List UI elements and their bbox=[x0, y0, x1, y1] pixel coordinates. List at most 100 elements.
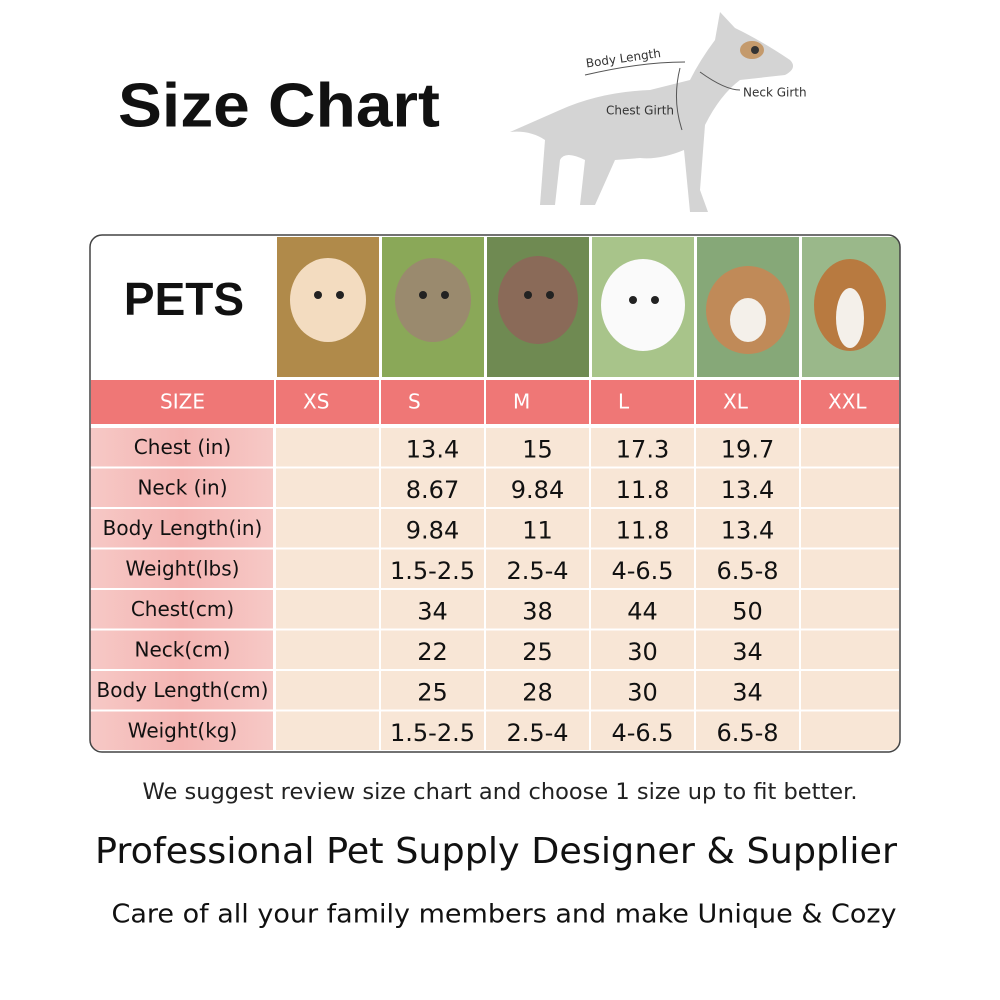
value-cell bbox=[486, 711, 589, 750]
row-label: Chest(cm) bbox=[131, 597, 234, 621]
diagram-label: Neck Girth bbox=[743, 86, 807, 100]
size-header-cell bbox=[276, 380, 379, 424]
value-cell bbox=[381, 590, 484, 629]
size-header-cell bbox=[381, 380, 484, 424]
value-cell bbox=[381, 468, 484, 507]
value-cell bbox=[486, 630, 589, 669]
row-label-cell bbox=[90, 671, 273, 710]
value-cell bbox=[591, 671, 694, 710]
size-value: 11.8 bbox=[616, 476, 669, 504]
size-value: 22 bbox=[417, 638, 448, 666]
footer-subtitle: Care of all your family members and make… bbox=[112, 900, 897, 930]
value-cell bbox=[381, 711, 484, 750]
row-label: Body Length(in) bbox=[103, 516, 263, 540]
value-cell bbox=[696, 630, 799, 669]
size-value: 4-6.5 bbox=[611, 719, 673, 747]
size-value: 11 bbox=[522, 516, 553, 544]
value-cell bbox=[276, 509, 379, 548]
value-cell bbox=[276, 428, 379, 467]
row-label-cell bbox=[90, 509, 273, 548]
row-label-cell bbox=[90, 630, 273, 669]
size-value: 6.5-8 bbox=[716, 557, 778, 585]
size-value: 2.5-4 bbox=[506, 719, 568, 747]
value-cell bbox=[276, 671, 379, 710]
size-header-cell bbox=[91, 380, 274, 424]
size-value: 13.4 bbox=[406, 435, 459, 463]
size-value: 11.8 bbox=[616, 516, 669, 544]
value-cell bbox=[801, 509, 899, 548]
size-table: PETS SIZE XS S M L XL XXL Chest (in) 13.4 15 17.3 1… bbox=[90, 235, 900, 750]
size-value: 50 bbox=[732, 597, 763, 625]
value-cell bbox=[801, 671, 899, 710]
size-value: 30 bbox=[627, 638, 658, 666]
size-value: 9.84 bbox=[511, 476, 564, 504]
value-cell bbox=[801, 711, 899, 750]
size-header-cell bbox=[696, 380, 799, 424]
row-label: Weight(kg) bbox=[128, 718, 238, 742]
row-label-cell bbox=[90, 468, 273, 507]
size-value: 25 bbox=[417, 678, 448, 706]
size-value: 9.84 bbox=[406, 516, 459, 544]
value-cell bbox=[486, 468, 589, 507]
diagram-label: Chest Girth bbox=[606, 104, 674, 118]
size-value: 44 bbox=[627, 597, 658, 625]
size-value: 4-6.5 bbox=[611, 557, 673, 585]
value-cell bbox=[381, 671, 484, 710]
pet-photos bbox=[277, 237, 900, 377]
size-value: 19.7 bbox=[721, 435, 774, 463]
row-label: Weight(lbs) bbox=[126, 556, 240, 580]
value-cell bbox=[801, 428, 899, 467]
size-value: 15 bbox=[522, 435, 553, 463]
value-cell bbox=[591, 549, 694, 588]
value-cell bbox=[486, 590, 589, 629]
footer-note: We suggest review size chart and choose … bbox=[143, 780, 858, 805]
row-label: Neck(cm) bbox=[135, 637, 231, 661]
value-cell bbox=[486, 549, 589, 588]
footer-tagline: Professional Pet Supply Designer & Suppl… bbox=[95, 831, 897, 872]
value-cell bbox=[591, 468, 694, 507]
row-label-cell bbox=[90, 590, 273, 629]
table-border bbox=[89, 234, 901, 753]
value-cell bbox=[801, 590, 899, 629]
value-cell bbox=[801, 549, 899, 588]
size-header: XS bbox=[303, 390, 329, 414]
value-cell bbox=[696, 711, 799, 750]
value-cell bbox=[696, 428, 799, 467]
value-cell bbox=[381, 428, 484, 467]
value-cell bbox=[696, 468, 799, 507]
value-cell bbox=[381, 630, 484, 669]
value-cell bbox=[486, 671, 589, 710]
row-label-cell bbox=[90, 549, 273, 588]
size-value: 8.67 bbox=[406, 476, 459, 504]
row-label: Neck (in) bbox=[137, 475, 227, 499]
value-cell bbox=[486, 428, 589, 467]
size-header-cell bbox=[801, 380, 899, 424]
value-cell bbox=[801, 468, 899, 507]
size-header: XXL bbox=[828, 390, 867, 414]
size-header-cell bbox=[591, 380, 694, 424]
size-header: L bbox=[618, 390, 630, 414]
size-value: 25 bbox=[522, 638, 553, 666]
value-cell bbox=[276, 590, 379, 629]
size-value: 1.5-2.5 bbox=[390, 719, 475, 747]
size-value: 13.4 bbox=[721, 516, 774, 544]
value-cell bbox=[696, 509, 799, 548]
size-value: 17.3 bbox=[616, 435, 669, 463]
size-value: 28 bbox=[522, 678, 553, 706]
size-header: SIZE bbox=[160, 390, 205, 414]
value-cell bbox=[696, 671, 799, 710]
value-cell bbox=[696, 549, 799, 588]
value-cell bbox=[486, 509, 589, 548]
value-cell bbox=[591, 428, 694, 467]
value-cell bbox=[696, 590, 799, 629]
size-value: 13.4 bbox=[721, 476, 774, 504]
header-label: PETS bbox=[124, 273, 244, 325]
title: Size Chart bbox=[118, 71, 440, 140]
value-cell bbox=[801, 630, 899, 669]
size-header: M bbox=[513, 390, 530, 414]
row-label-cell bbox=[90, 711, 273, 750]
size-header: XL bbox=[723, 390, 749, 414]
size-header: S bbox=[408, 390, 421, 414]
size-value: 34 bbox=[732, 638, 763, 666]
